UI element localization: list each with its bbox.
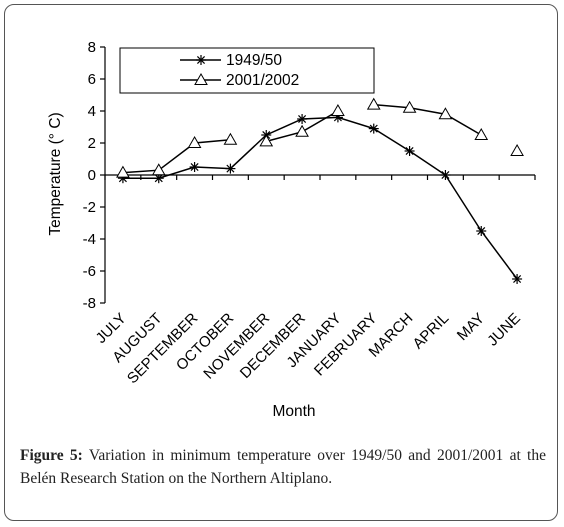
y-tick-label: -4	[83, 231, 96, 248]
y-tick-label: 6	[88, 71, 96, 88]
chart-legend: 1949/50 2001/2002	[119, 47, 375, 94]
data-point	[474, 127, 489, 140]
series-line	[122, 139, 231, 174]
data-point	[295, 124, 309, 137]
data-point	[189, 162, 200, 172]
legend-box	[119, 47, 375, 94]
y-tick-label: 2	[88, 135, 96, 152]
data-point	[440, 170, 451, 180]
y-tick-label: -2	[83, 199, 96, 216]
data-point	[368, 123, 379, 134]
chart-series	[116, 97, 524, 284]
series-0	[117, 112, 523, 284]
x-tick-label: APRIL	[410, 310, 453, 353]
data-point	[366, 97, 381, 110]
x-axis-title: Month	[272, 403, 315, 420]
data-point	[331, 103, 345, 116]
legend-marker	[194, 72, 208, 85]
x-tick-label: JUNE	[484, 310, 524, 350]
legend-marker-2001	[194, 72, 208, 85]
data-point	[259, 134, 274, 147]
data-point	[116, 165, 130, 178]
y-tick-label: 0	[88, 167, 96, 184]
x-tick-label: MAY	[454, 310, 488, 344]
data-point	[223, 132, 238, 145]
data-point	[404, 146, 415, 156]
data-point	[510, 143, 524, 156]
figure-caption: Figure 5: Variation in minimum temperatu…	[20, 444, 546, 490]
y-tick-label: -6	[83, 263, 96, 280]
line-chart: -8-6-4-202468JULYAUGUSTSEPTEMBEROCTOBERN…	[47, 39, 536, 420]
y-tick-label: -8	[83, 295, 96, 312]
data-point	[402, 100, 417, 113]
data-point	[438, 107, 453, 120]
caption-text: Variation in minimum temperature over 19…	[20, 447, 546, 487]
y-tick-label: 4	[88, 103, 96, 120]
series-1	[116, 97, 524, 178]
data-point	[187, 135, 202, 148]
series-line	[373, 103, 482, 136]
legend-label-1949: 1949/50	[226, 52, 282, 69]
legend-marker	[196, 55, 206, 65]
series-line	[122, 116, 518, 280]
y-axis-title: Temperature (° C)	[47, 112, 64, 235]
data-point	[225, 163, 236, 174]
legend-marker-1949	[196, 55, 206, 65]
data-point	[512, 274, 523, 284]
data-point	[476, 226, 487, 236]
legend-label-2001: 2001/2002	[226, 72, 299, 89]
data-point	[151, 163, 166, 176]
y-tick-label: 8	[88, 39, 96, 56]
caption-label: Figure 5:	[20, 447, 83, 464]
data-point	[297, 114, 308, 124]
